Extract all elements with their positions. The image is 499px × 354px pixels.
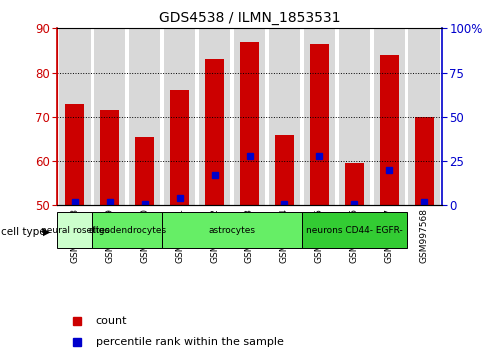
Text: neurons CD44- EGFR-: neurons CD44- EGFR- [306,225,403,235]
Bar [199,28,230,205]
Bar [303,28,335,205]
Bar [310,44,329,205]
Text: ▶: ▶ [42,227,50,237]
Bar [408,28,440,205]
Bar [373,28,405,205]
Bar [135,137,154,205]
Bar [380,55,399,205]
Text: percentile rank within the sample: percentile rank within the sample [96,337,284,347]
Title: GDS4538 / ILMN_1853531: GDS4538 / ILMN_1853531 [159,11,340,24]
Bar [275,135,294,205]
Bar [338,28,370,205]
Bar [162,212,302,248]
Bar [94,28,126,205]
Bar [57,212,92,248]
Bar [170,90,189,205]
Bar [65,104,84,205]
Text: count: count [96,316,127,326]
Bar [345,163,364,205]
Bar [240,42,259,205]
Bar [268,28,300,205]
Text: cell type: cell type [1,227,45,237]
Bar [205,59,224,205]
Bar [415,117,434,205]
Bar [129,28,161,205]
Bar [302,212,407,248]
Bar [164,28,195,205]
Text: oligodendrocytes: oligodendrocytes [88,225,166,235]
Bar [100,110,119,205]
Text: astrocytes: astrocytes [209,225,255,235]
Bar [92,212,162,248]
Bar [234,28,265,205]
Text: neural rosettes: neural rosettes [40,225,109,235]
Bar [59,28,91,205]
